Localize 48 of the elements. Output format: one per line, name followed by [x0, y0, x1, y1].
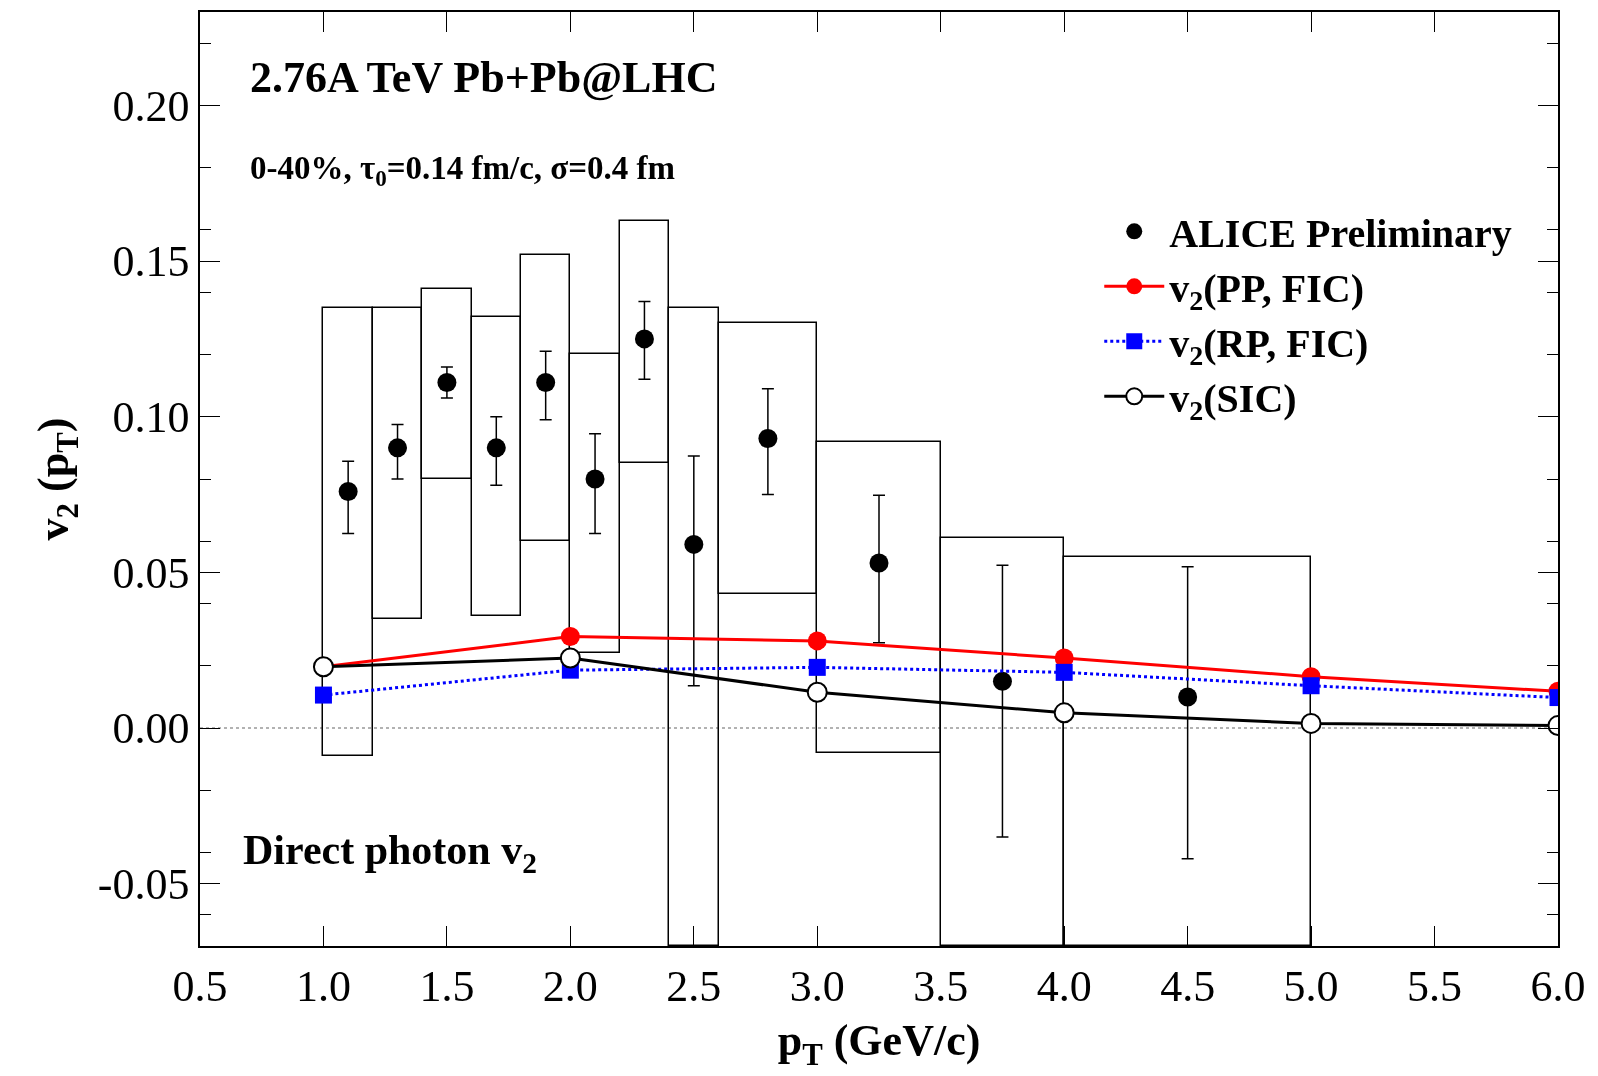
point: [1055, 663, 1073, 681]
point: [807, 631, 827, 651]
x-tick-label: 1.0: [295, 961, 351, 1011]
x-tick-label: 2.5: [666, 961, 722, 1011]
x-tick-label: 0.5: [172, 961, 228, 1011]
text: 0-40%, τ$_{0}$=0.14 fm/c, σ=0.4 fm: [250, 150, 676, 191]
x-axis-title: p$_{T}$ (GeV/c): [777, 1016, 981, 1072]
point: [585, 469, 605, 489]
y-tick-label: 0.10: [112, 393, 190, 443]
point: [992, 671, 1012, 691]
point: [869, 553, 889, 573]
legend-label: v$_{2}$(RP, FIC): [1169, 320, 1369, 372]
point: [684, 534, 704, 554]
x-tick-label: 5.0: [1283, 961, 1339, 1011]
point: [808, 658, 826, 676]
point: [559, 647, 581, 669]
legend-label: ALICE Preliminary: [1169, 210, 1512, 256]
x-tick-label: 2.0: [542, 961, 598, 1011]
point: [1053, 702, 1075, 724]
x-tick-label: 4.0: [1036, 961, 1092, 1011]
point: [1302, 677, 1320, 695]
point: [314, 686, 332, 704]
point: [560, 627, 580, 647]
y-tick-label: 0.05: [112, 548, 190, 598]
annotation: Direct photon v$_{2}$: [243, 827, 537, 879]
point: [536, 372, 556, 392]
x-tick-label: 3.0: [789, 961, 845, 1011]
text: 2.76A TeV Pb+Pb@LHC: [250, 53, 718, 102]
point: [1178, 687, 1198, 707]
point: [758, 429, 778, 449]
point: [437, 372, 457, 392]
x-tick-label: 4.5: [1160, 961, 1216, 1011]
point: [388, 438, 408, 458]
point: [806, 681, 828, 703]
y-tick-label: -0.05: [97, 860, 190, 910]
x-tick-label: 6.0: [1530, 961, 1586, 1011]
point: [1300, 712, 1322, 734]
point: [486, 438, 506, 458]
x-tick-label: 1.5: [419, 961, 475, 1011]
y-tick-label: 0.00: [112, 704, 190, 754]
legend-label: v$_{2}$(SIC): [1169, 375, 1297, 427]
legend-label: v$_{2}$(PP, FIC): [1169, 265, 1364, 317]
x-tick-label: 5.5: [1407, 961, 1463, 1011]
y-tick-label: 0.20: [112, 81, 190, 131]
x-tick-label: 3.5: [913, 961, 969, 1011]
point: [634, 329, 654, 349]
y-tick-label: 0.15: [112, 237, 190, 287]
point: [338, 481, 358, 501]
